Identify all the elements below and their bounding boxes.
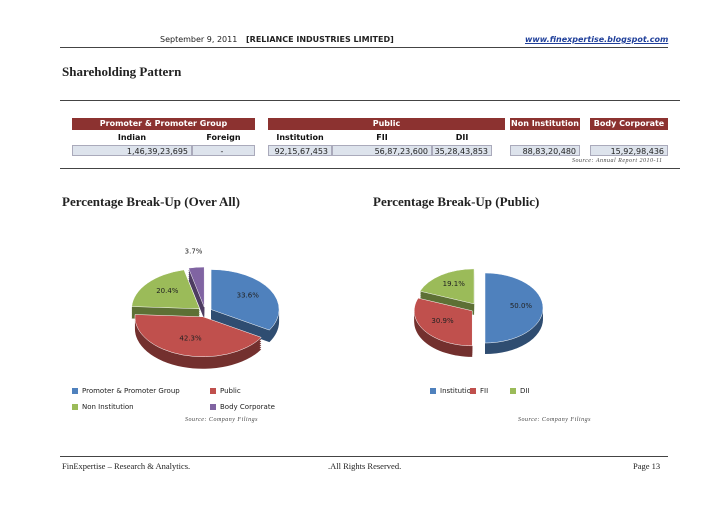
data-label: 20.4% bbox=[156, 287, 179, 295]
rule bbox=[60, 168, 680, 169]
legend-swatch bbox=[72, 388, 78, 394]
charts: 33.6% 42.3% 20.4% 3.7% Promoter & Promoter G… bbox=[72, 247, 544, 411]
slice bbox=[484, 272, 544, 344]
legend-swatch bbox=[470, 388, 476, 394]
value-cell: 92,15,67,453 bbox=[268, 145, 332, 156]
legend-label: Body Corporate bbox=[220, 403, 275, 411]
slice bbox=[419, 268, 475, 305]
value-cell: - bbox=[192, 145, 255, 156]
slice bbox=[134, 314, 262, 357]
legend-swatch bbox=[210, 388, 216, 394]
column-header: Indian bbox=[117, 133, 147, 142]
header-company: [RELIANCE INDUSTRIES LIMITED] bbox=[246, 35, 394, 44]
header-rule bbox=[60, 47, 668, 48]
legend-swatch bbox=[430, 388, 436, 394]
slice bbox=[210, 269, 280, 331]
value-cell: 88,83,20,480 bbox=[510, 145, 580, 156]
rule bbox=[60, 100, 680, 101]
chart-title: Percentage Break-Up (Public) bbox=[373, 194, 540, 209]
group-header: Body Corporate bbox=[590, 118, 668, 130]
legend-swatch bbox=[72, 404, 78, 410]
chart-source: Source: Company Filings bbox=[518, 417, 591, 423]
chart-title: Percentage Break-Up (Over All) bbox=[62, 194, 240, 209]
slice bbox=[188, 266, 205, 308]
section-title: Shareholding Pattern bbox=[62, 64, 182, 79]
slice bbox=[414, 297, 473, 347]
data-label: 33.6% bbox=[237, 291, 260, 299]
column-header: Foreign bbox=[206, 133, 241, 142]
value-cell: 35,28,43,853 bbox=[432, 145, 492, 156]
value-cell: 15,92,98,436 bbox=[590, 145, 668, 156]
table-source: Source: Annual Report 2010-11 bbox=[572, 158, 663, 164]
group-header: Non Institution bbox=[510, 118, 580, 130]
value-cell: 56,87,23,600 bbox=[332, 145, 432, 156]
footer-center: .All Rights Reserved. bbox=[328, 461, 402, 471]
header-website[interactable]: www.finexpertise.blogspot.com bbox=[525, 35, 669, 44]
data-label: 19.1% bbox=[443, 280, 466, 288]
legend-label: Non Institution bbox=[82, 403, 134, 411]
slice bbox=[131, 269, 201, 310]
header-date: September 9, 2011 bbox=[160, 35, 238, 44]
column-header: FII bbox=[376, 133, 388, 142]
legend-label: DII bbox=[520, 387, 530, 395]
legend-swatch bbox=[510, 388, 516, 394]
value-cell: 1,46,39,23,695 bbox=[72, 145, 192, 156]
legend-label: Promoter & Promoter Group bbox=[82, 387, 180, 395]
legend-swatch bbox=[210, 404, 216, 410]
footer-left: FinExpertise – Research & Analytics. bbox=[62, 461, 191, 471]
group-header: Promoter & Promoter Group bbox=[72, 118, 255, 130]
data-label: 42.3% bbox=[179, 334, 202, 342]
column-header: DII bbox=[455, 133, 469, 142]
legend-label: FII bbox=[480, 387, 488, 395]
footer-page: Page 13 bbox=[633, 461, 661, 471]
data-label: 50.0% bbox=[510, 302, 533, 310]
legend-label: Public bbox=[220, 387, 241, 395]
data-label: 30.9% bbox=[431, 317, 454, 325]
group-header: Public bbox=[268, 118, 505, 130]
data-label: 3.7% bbox=[185, 247, 203, 255]
footer-rule bbox=[60, 456, 668, 457]
legend-label: Institution bbox=[440, 387, 475, 395]
column-header: Institution bbox=[276, 133, 324, 142]
chart-source: Source: Company Filings bbox=[185, 417, 258, 423]
